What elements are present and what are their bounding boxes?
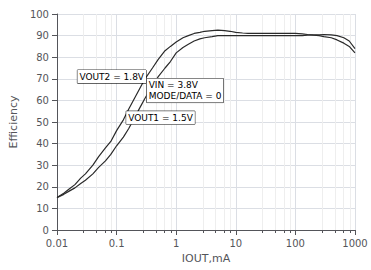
svg-text:30: 30 — [36, 160, 49, 171]
svg-text:10: 10 — [229, 238, 242, 249]
svg-text:100: 100 — [286, 238, 305, 249]
svg-text:1: 1 — [173, 238, 179, 249]
svg-text:1000: 1000 — [342, 238, 367, 249]
svg-text:0: 0 — [43, 225, 49, 236]
svg-text:50: 50 — [36, 117, 49, 128]
svg-text:Efficiency: Efficiency — [7, 95, 20, 148]
svg-text:0.01: 0.01 — [46, 238, 68, 249]
svg-text:10: 10 — [36, 203, 49, 214]
svg-text:VOUT1 = 1.5V: VOUT1 = 1.5V — [128, 113, 193, 123]
svg-text:IOUT,mA: IOUT,mA — [182, 252, 231, 265]
svg-text:MODE/DATA = 0: MODE/DATA = 0 — [149, 91, 222, 101]
svg-text:80: 80 — [36, 52, 49, 63]
svg-text:20: 20 — [36, 181, 49, 192]
svg-text:0.1: 0.1 — [109, 238, 125, 249]
svg-text:90: 90 — [36, 30, 49, 41]
svg-text:VIN = 3.8V: VIN = 3.8V — [149, 80, 199, 90]
svg-text:100: 100 — [30, 9, 49, 20]
svg-text:40: 40 — [36, 138, 49, 149]
svg-text:70: 70 — [36, 73, 49, 84]
svg-text:60: 60 — [36, 95, 49, 106]
svg-text:VOUT2 = 1.8V: VOUT2 = 1.8V — [79, 72, 144, 82]
